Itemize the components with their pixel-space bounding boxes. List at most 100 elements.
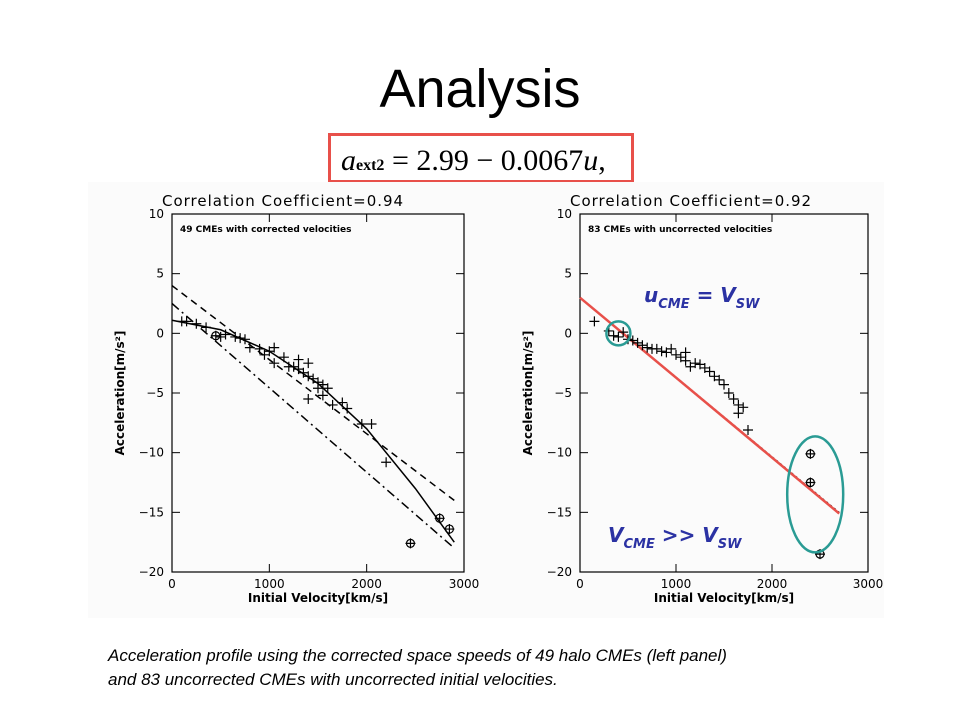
- data-point: [235, 333, 246, 344]
- outlier-marker: [805, 449, 816, 459]
- annotation-u-cme: uCME = VSW: [644, 283, 760, 312]
- data-point: [613, 331, 624, 342]
- data-point: [254, 343, 265, 354]
- annotation-ellipse-high: [785, 435, 845, 554]
- data-point: [589, 316, 600, 327]
- series-line-dashed: [171, 285, 455, 501]
- y-tick-label: 5: [564, 267, 572, 281]
- series-line-dashdot: [171, 302, 455, 549]
- y-axis-label: Acceleration[m/s²]: [113, 331, 127, 456]
- series-line-solid: [171, 319, 455, 543]
- data-point: [191, 318, 202, 329]
- data-point: [723, 388, 734, 398]
- y-tick-label: −20: [547, 565, 572, 579]
- data-point: [743, 424, 753, 435]
- x-tick-label: 1000: [661, 577, 692, 591]
- slide-title: Analysis: [379, 59, 581, 119]
- formula-lhs: a: [341, 144, 356, 177]
- chart-panel-2: Correlation Coefficient=0.92 83 CMEs with…: [521, 192, 883, 605]
- data-point: [303, 393, 314, 404]
- data-point: [269, 358, 280, 369]
- y-tick-label: 5: [156, 267, 164, 281]
- x-tick-label: 3000: [449, 577, 480, 591]
- data-point: [637, 340, 648, 351]
- data-point: [269, 342, 280, 353]
- y-axis-label: Acceleration[m/s²]: [521, 331, 535, 456]
- annotation-v-cme: VCME >> VSW: [608, 523, 742, 552]
- data-point: [337, 397, 348, 408]
- y-tick-label: −20: [139, 565, 164, 579]
- y-tick-label: −10: [547, 446, 572, 460]
- annotation-v-cme-part: >> V: [655, 523, 719, 547]
- annotation-v-cme-part: SW: [718, 537, 742, 552]
- x-tick-label: 3000: [853, 577, 884, 591]
- formula-lhs-subscript: ext2: [356, 157, 385, 174]
- annotation-v-cme-part: V: [608, 523, 625, 547]
- y-tick-label: −5: [554, 386, 572, 400]
- chart-panel-1: Correlation Coefficient=0.94 49 CMEs with…: [113, 192, 479, 605]
- data-point: [671, 349, 681, 360]
- outlier-marker: [815, 549, 825, 559]
- data-point: [317, 390, 328, 401]
- x-axis-label: Initial Velocity[km/s]: [248, 591, 388, 605]
- data-point: [278, 352, 289, 363]
- chart-title: Correlation Coefficient=0.94: [162, 192, 404, 210]
- series-line-fit: [579, 296, 840, 515]
- data-point: [240, 334, 250, 345]
- data-point: [805, 448, 816, 459]
- data-point: [303, 371, 314, 382]
- data-point: [405, 538, 416, 549]
- data-point: [366, 419, 377, 430]
- data-point: [210, 330, 221, 341]
- caption-line-1: Acceleration profile using the corrected…: [108, 646, 727, 665]
- data-point: [704, 366, 715, 377]
- chart-subtitle: 49 CMEs with corrected velocities: [180, 225, 351, 235]
- y-tick-label: −15: [547, 505, 572, 519]
- charts-svg: Correlation Coefficient=0.94 49 CMEs with…: [113, 192, 883, 605]
- data-point: [230, 331, 241, 342]
- data-point: [719, 379, 729, 390]
- data-point: [181, 316, 192, 327]
- outlier-marker: [435, 513, 445, 523]
- outlier-marker: [405, 538, 416, 548]
- data-point: [608, 330, 619, 341]
- data-point: [733, 408, 744, 419]
- data-point: [356, 419, 367, 430]
- formula-box: aext2 = 2.99 − 0.0067u,: [328, 133, 634, 183]
- annotation-u-cme-part: u: [644, 283, 658, 307]
- formula: aext2 = 2.99 − 0.0067u,: [341, 144, 606, 178]
- annotation-v-cme-part: CME: [623, 537, 654, 552]
- data-point: [733, 399, 744, 410]
- y-tick-label: 0: [156, 326, 164, 340]
- x-axis-label: Initial Velocity[km/s]: [654, 591, 794, 605]
- data-point: [656, 346, 667, 357]
- chart-title: Correlation Coefficient=0.92: [570, 192, 812, 210]
- data-point: [201, 322, 212, 333]
- data-point: [342, 403, 353, 414]
- x-tick-label: 1000: [254, 577, 285, 591]
- data-point: [303, 358, 314, 369]
- data-point: [680, 355, 691, 366]
- caption: Acceleration profile using the corrected…: [108, 644, 908, 692]
- annotation-u-cme-part: = V: [690, 283, 738, 307]
- annotation-circle-low: [605, 320, 632, 347]
- outlier-marker: [805, 477, 816, 488]
- data-point: [805, 477, 816, 488]
- outlier-marker: [444, 524, 454, 534]
- data-point: [714, 374, 725, 385]
- data-point: [728, 393, 739, 404]
- data-point: [293, 354, 304, 365]
- caption-line-2: and 83 uncorrected CMEs with uncorrected…: [108, 670, 558, 689]
- data-point: [666, 343, 677, 354]
- annotation-u-cme-part: SW: [736, 297, 760, 312]
- data-point: [322, 383, 333, 394]
- data-point: [738, 402, 749, 413]
- data-point: [632, 337, 643, 348]
- x-tick-label: 2000: [757, 577, 788, 591]
- data-point: [244, 342, 255, 353]
- plot-area: Correlation Coefficient=0.94 49 CMEs with…: [88, 182, 884, 618]
- data-point: [618, 327, 629, 338]
- y-tick-label: 10: [557, 207, 572, 221]
- data-point: [220, 329, 231, 340]
- y-tick-label: 10: [149, 207, 164, 221]
